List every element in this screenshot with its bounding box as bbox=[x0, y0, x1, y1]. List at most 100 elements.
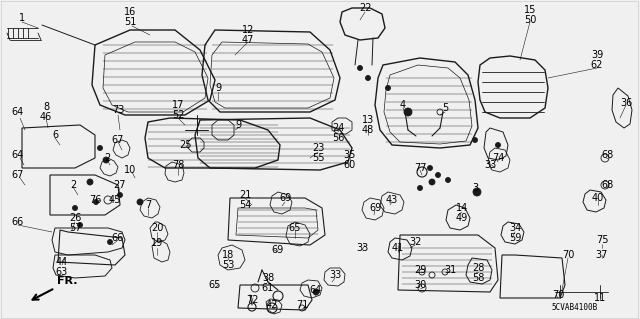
Circle shape bbox=[97, 145, 102, 151]
Text: 10: 10 bbox=[124, 165, 136, 175]
Circle shape bbox=[137, 199, 143, 205]
Text: 6: 6 bbox=[52, 130, 58, 140]
Circle shape bbox=[385, 85, 390, 91]
Text: 75: 75 bbox=[596, 235, 608, 245]
Text: 67: 67 bbox=[12, 170, 24, 180]
Text: 16: 16 bbox=[124, 7, 136, 17]
Text: 7: 7 bbox=[145, 200, 151, 210]
Text: 55: 55 bbox=[312, 153, 324, 163]
Circle shape bbox=[103, 157, 109, 163]
Text: 60: 60 bbox=[344, 160, 356, 170]
Text: 58: 58 bbox=[472, 273, 484, 283]
Text: 30: 30 bbox=[414, 280, 426, 290]
Text: 68: 68 bbox=[602, 150, 614, 160]
Circle shape bbox=[87, 179, 93, 185]
Text: 39: 39 bbox=[591, 50, 603, 60]
Text: 33: 33 bbox=[484, 160, 496, 170]
Text: 27: 27 bbox=[114, 180, 126, 190]
Text: 33: 33 bbox=[356, 243, 368, 253]
Text: 71: 71 bbox=[296, 300, 308, 310]
Circle shape bbox=[472, 137, 477, 143]
Text: 2: 2 bbox=[104, 153, 110, 163]
Text: 49: 49 bbox=[456, 213, 468, 223]
Text: 62: 62 bbox=[591, 60, 603, 70]
Text: 74: 74 bbox=[492, 153, 504, 163]
Text: 15: 15 bbox=[524, 5, 536, 15]
Text: 66: 66 bbox=[12, 217, 24, 227]
Text: 78: 78 bbox=[172, 160, 184, 170]
Text: 38: 38 bbox=[262, 273, 274, 283]
Text: 28: 28 bbox=[472, 263, 484, 273]
Text: 57: 57 bbox=[68, 223, 81, 233]
Text: 70: 70 bbox=[552, 290, 564, 300]
Text: 3: 3 bbox=[472, 183, 478, 193]
Circle shape bbox=[313, 289, 319, 295]
Text: 61: 61 bbox=[262, 283, 274, 293]
Circle shape bbox=[417, 186, 422, 190]
Text: 43: 43 bbox=[386, 195, 398, 205]
Text: 76: 76 bbox=[89, 195, 101, 205]
Text: FR.: FR. bbox=[57, 276, 77, 286]
Text: 59: 59 bbox=[509, 233, 521, 243]
Text: 46: 46 bbox=[40, 112, 52, 122]
Circle shape bbox=[445, 177, 451, 182]
Text: 56: 56 bbox=[332, 133, 344, 143]
Text: 40: 40 bbox=[592, 193, 604, 203]
Text: 31: 31 bbox=[444, 265, 456, 275]
Text: 65: 65 bbox=[209, 280, 221, 290]
Text: 44: 44 bbox=[56, 257, 68, 267]
Text: 68: 68 bbox=[602, 180, 614, 190]
Circle shape bbox=[429, 179, 435, 185]
Text: 14: 14 bbox=[456, 203, 468, 213]
Text: 32: 32 bbox=[409, 237, 421, 247]
Circle shape bbox=[358, 65, 362, 70]
Text: 48: 48 bbox=[362, 125, 374, 135]
Text: 2: 2 bbox=[70, 180, 76, 190]
Text: 41: 41 bbox=[392, 243, 404, 253]
Text: 9: 9 bbox=[235, 120, 241, 130]
Text: 69: 69 bbox=[369, 203, 381, 213]
Text: 66: 66 bbox=[112, 233, 124, 243]
Text: 77: 77 bbox=[413, 163, 426, 173]
Text: 63: 63 bbox=[56, 267, 68, 277]
Text: 11: 11 bbox=[594, 293, 606, 303]
Text: 19: 19 bbox=[151, 238, 163, 248]
Text: 69: 69 bbox=[272, 245, 284, 255]
Text: 47: 47 bbox=[242, 35, 254, 45]
Text: 4: 4 bbox=[400, 100, 406, 110]
Circle shape bbox=[108, 240, 113, 244]
Circle shape bbox=[365, 76, 371, 80]
Circle shape bbox=[435, 173, 440, 177]
Circle shape bbox=[118, 192, 122, 197]
Text: 13: 13 bbox=[362, 115, 374, 125]
Circle shape bbox=[93, 199, 99, 204]
Text: 24: 24 bbox=[332, 123, 344, 133]
Text: 50: 50 bbox=[524, 15, 536, 25]
Text: 73: 73 bbox=[112, 105, 124, 115]
Text: 25: 25 bbox=[179, 140, 191, 150]
Text: 26: 26 bbox=[69, 213, 81, 223]
Text: 33: 33 bbox=[329, 270, 341, 280]
Circle shape bbox=[473, 188, 481, 196]
Text: 70: 70 bbox=[562, 250, 574, 260]
Circle shape bbox=[72, 205, 77, 211]
Text: 12: 12 bbox=[242, 25, 254, 35]
Text: 35: 35 bbox=[344, 150, 356, 160]
Circle shape bbox=[428, 166, 433, 170]
Text: 36: 36 bbox=[620, 98, 632, 108]
Text: 34: 34 bbox=[509, 223, 521, 233]
Circle shape bbox=[495, 143, 500, 147]
Circle shape bbox=[77, 222, 83, 227]
Text: 17: 17 bbox=[172, 100, 184, 110]
Text: 54: 54 bbox=[239, 200, 251, 210]
Text: 22: 22 bbox=[359, 3, 371, 13]
Text: 64: 64 bbox=[309, 285, 321, 295]
Text: 1: 1 bbox=[19, 13, 25, 23]
Text: 64: 64 bbox=[12, 107, 24, 117]
Text: 18: 18 bbox=[222, 250, 234, 260]
Text: 51: 51 bbox=[124, 17, 136, 27]
Text: 23: 23 bbox=[312, 143, 324, 153]
Text: 65: 65 bbox=[289, 223, 301, 233]
Text: 20: 20 bbox=[151, 223, 163, 233]
Text: 5: 5 bbox=[442, 103, 448, 113]
